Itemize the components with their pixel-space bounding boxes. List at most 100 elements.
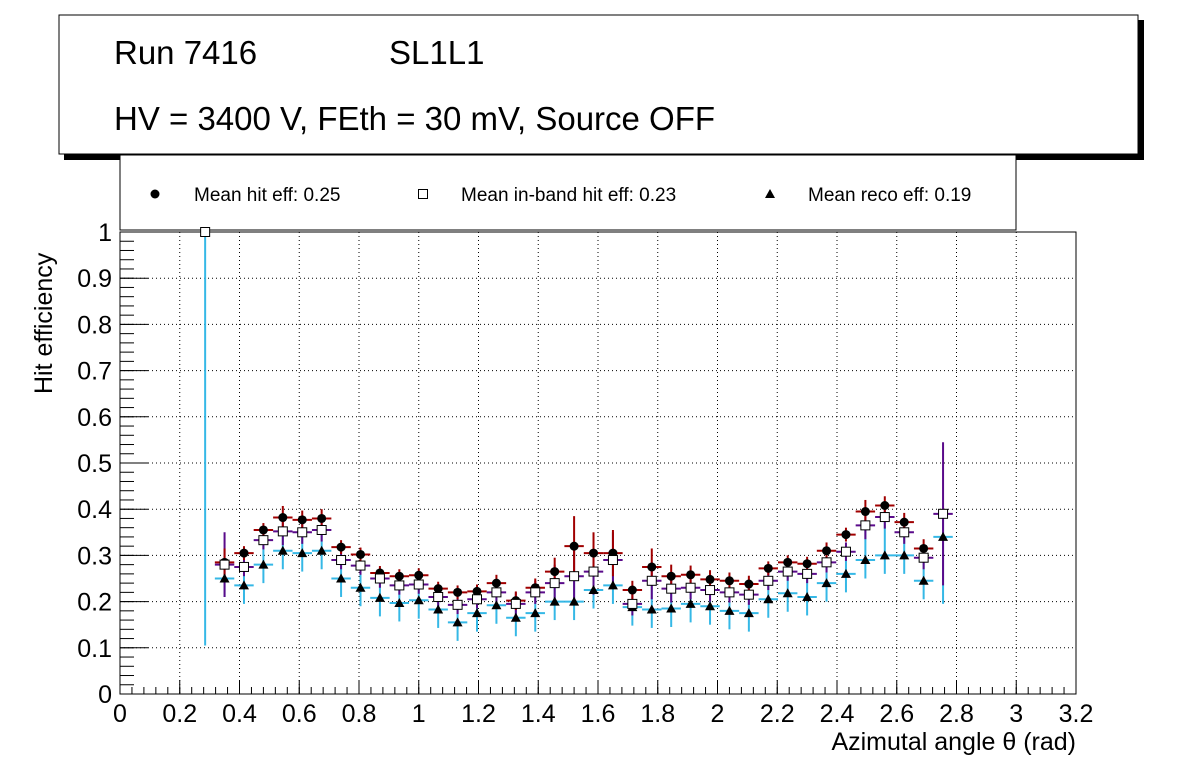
hit-point	[336, 542, 346, 552]
reco-point	[588, 585, 599, 595]
reco-point	[918, 575, 929, 585]
inband-point	[569, 571, 580, 582]
reco-point	[821, 578, 832, 588]
reco-point	[394, 597, 405, 607]
hit-point	[763, 563, 773, 573]
reco-point	[646, 604, 657, 614]
inband-point	[724, 587, 735, 598]
reco-point	[685, 598, 696, 608]
y-axis-label: Hit efficiency	[30, 252, 58, 394]
legend-hit-marker	[150, 189, 160, 199]
reco-point	[860, 555, 871, 565]
reco-point	[840, 568, 851, 578]
hit-point	[860, 507, 870, 517]
reco-point	[899, 550, 910, 560]
hit-point	[278, 513, 288, 523]
reco-point	[336, 573, 347, 583]
y-tick-label: 1	[98, 219, 112, 247]
axes: 0 0.2 0.4 0.6 0.8 1 1.2 1.4 1.6 1.8 2 2.2 2.4 2.6 2.8 3…	[77, 219, 1093, 728]
x-tick-label: 1	[412, 700, 426, 728]
inband-point	[510, 598, 521, 609]
hit-point	[550, 567, 560, 577]
y-tick-label: 0.3	[77, 542, 112, 570]
reco-point	[549, 596, 560, 606]
inband-point	[627, 598, 638, 609]
inband-point	[879, 512, 890, 523]
inband-point	[763, 575, 774, 586]
inband-point	[802, 568, 813, 579]
hit-point	[822, 546, 832, 556]
x-tick-label: 3	[1009, 700, 1023, 728]
data-series	[200, 227, 953, 646]
reco-point	[782, 588, 793, 598]
reco-point	[472, 608, 483, 618]
inband-point	[297, 527, 308, 538]
layer-label: SL1L1	[389, 34, 484, 71]
hit-point	[472, 586, 482, 596]
reco-point	[452, 617, 463, 627]
hit-point	[647, 562, 657, 572]
inband-point	[316, 524, 327, 535]
reco-point	[607, 580, 618, 590]
reco-point	[316, 545, 327, 555]
y-tick-label: 0	[98, 681, 112, 709]
x-tick-label: 0.8	[342, 700, 377, 728]
legend-reco-label: Mean reco eff: 0.19	[808, 185, 971, 206]
x-tick-label: 2.6	[879, 700, 914, 728]
x-tick-label: 3.2	[1059, 700, 1094, 728]
x-tick-label: 2.4	[820, 700, 855, 728]
hit-point	[239, 548, 249, 558]
y-tick-label: 0.1	[77, 635, 112, 663]
reco-point	[530, 608, 541, 618]
inband-point	[258, 535, 269, 546]
reco-point	[433, 604, 444, 614]
inband-point	[840, 546, 851, 557]
hit-point	[589, 548, 599, 558]
inband-point	[588, 566, 599, 577]
y-tick-label: 0.9	[77, 265, 112, 293]
hit-point	[627, 585, 637, 595]
x-tick-label: 1.6	[581, 700, 616, 728]
inband-point	[821, 557, 832, 568]
reco-point	[666, 603, 677, 613]
reco-point	[802, 591, 813, 601]
x-tick-label: 2.2	[760, 700, 795, 728]
x-tick-label: 2.8	[939, 700, 974, 728]
reco-point	[277, 545, 288, 555]
legend-hit-label: Mean hit eff: 0.25	[194, 185, 340, 206]
hit-point	[394, 571, 404, 581]
reco-point	[510, 612, 521, 622]
inband-point	[394, 580, 405, 591]
reco-point	[355, 582, 366, 592]
hit-point	[841, 530, 851, 540]
reco-point	[569, 596, 580, 606]
reco-point	[374, 592, 385, 602]
reco-point	[413, 595, 424, 605]
inband-point	[433, 591, 444, 602]
reco-point	[724, 605, 735, 615]
inband-point	[860, 520, 871, 531]
hit-point	[744, 579, 754, 589]
reco-point	[238, 580, 249, 590]
inband-point	[743, 589, 754, 600]
inband-point	[646, 575, 657, 586]
inband-point	[607, 555, 618, 566]
grid	[120, 232, 1076, 694]
inband-point	[918, 552, 929, 563]
inband-point	[277, 526, 288, 537]
x-tick-label: 1.2	[461, 700, 496, 728]
hit-point	[317, 513, 327, 523]
hit-point	[880, 501, 890, 511]
hit-point	[297, 515, 307, 525]
inband-point	[200, 227, 211, 237]
hit-point	[433, 584, 443, 594]
run-label: Run 7416	[114, 34, 257, 71]
inband-point	[938, 508, 949, 519]
x-axis-label: Azimutal angle θ (rad)	[831, 728, 1076, 756]
inband-point	[413, 579, 424, 590]
x-tick-label: 2	[711, 700, 725, 728]
x-tick-label: 1.8	[640, 700, 675, 728]
x-tick-label: 0.2	[162, 700, 197, 728]
hit-point	[453, 587, 463, 597]
